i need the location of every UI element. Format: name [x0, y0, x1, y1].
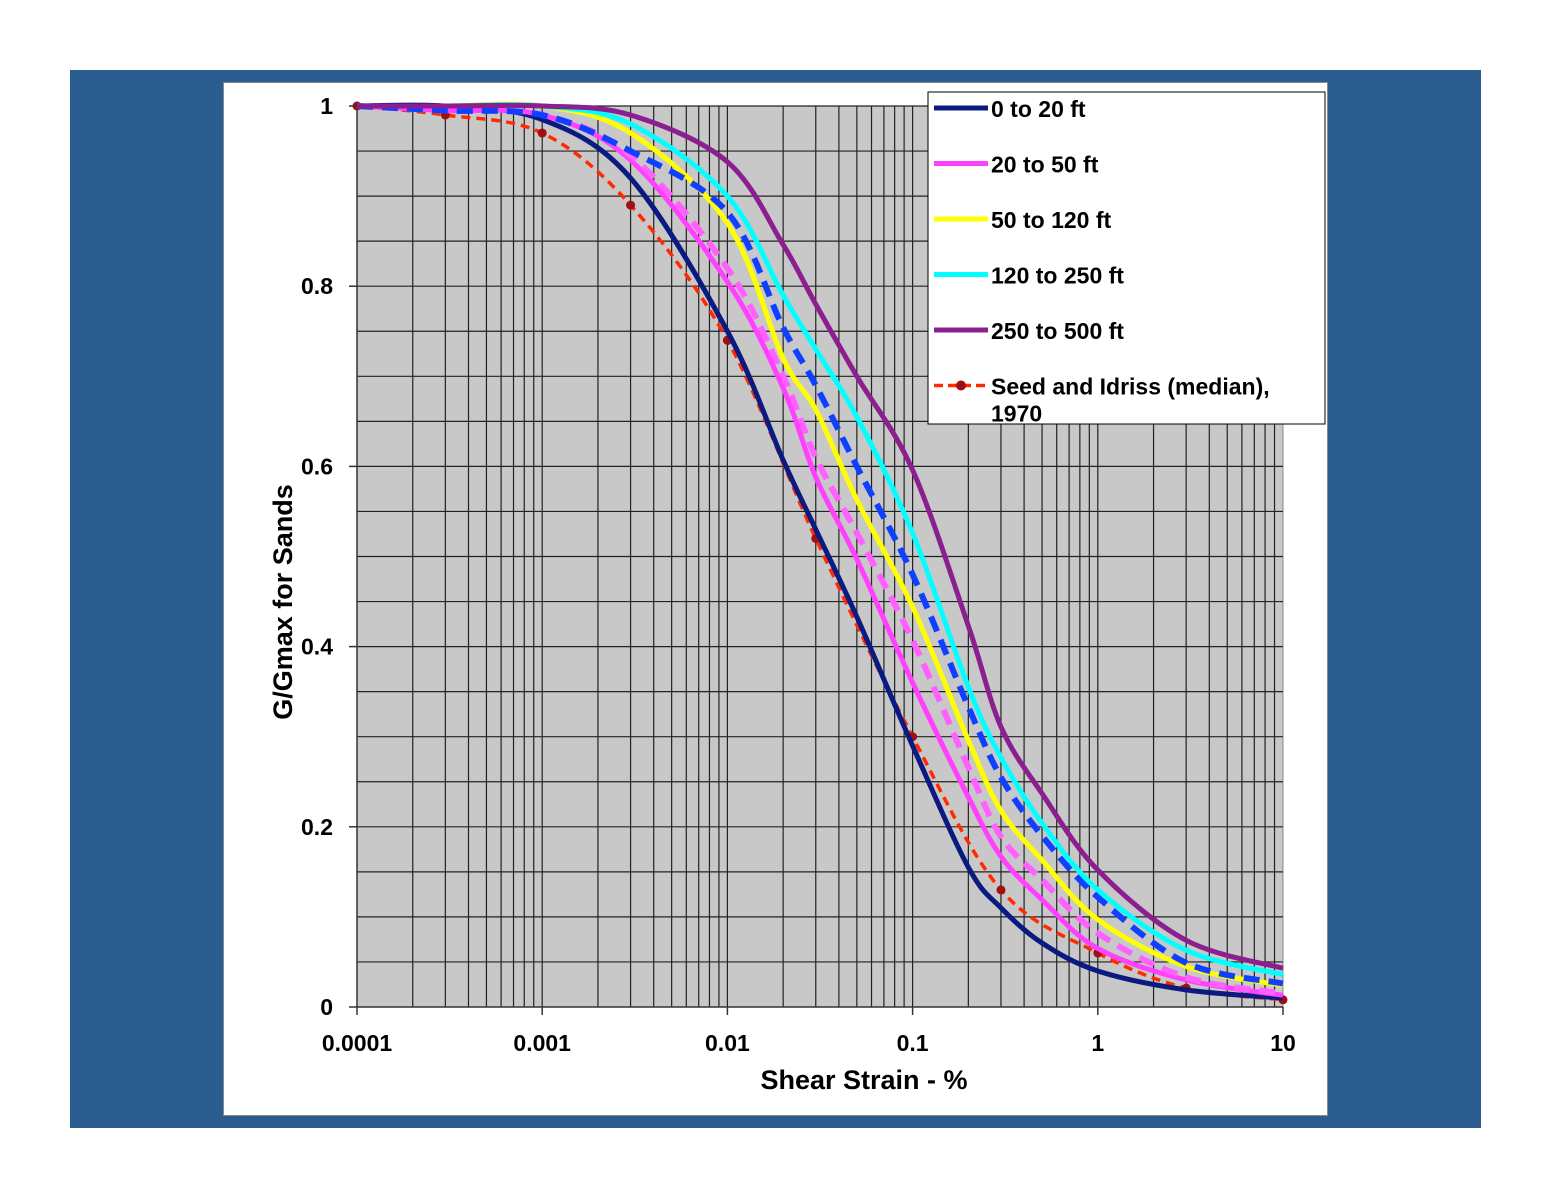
legend-label: 120 to 250 ft	[991, 263, 1124, 289]
y-tick-label: 0.4	[301, 634, 333, 660]
legend-label: Seed and Idriss (median), 1970	[991, 374, 1270, 427]
legend-label: 250 to 500 ft	[991, 318, 1124, 344]
x-axis-label: Shear Strain - %	[760, 1065, 967, 1095]
y-tick-label: 0.8	[301, 273, 333, 299]
series-line-6	[357, 102, 1284, 971]
data-point-marker	[996, 885, 1006, 895]
series-layer	[352, 101, 1288, 1005]
legend-marker	[956, 380, 966, 391]
y-tick-label: 0.2	[301, 814, 333, 840]
legend-box	[927, 91, 1326, 425]
data-point-marker	[626, 200, 636, 210]
x-tick-labels: 0.0001 0.001 0.01 0.1 1 10	[322, 1007, 1296, 1056]
series-line-3	[357, 101, 1284, 988]
legend: 0 to 20 ft 20 to 50 ft 50 to 120 ft 120 to …	[927, 91, 1326, 427]
x-tick-label: 0.01	[705, 1030, 750, 1056]
legend-label: 50 to 120 ft	[991, 207, 1111, 233]
x-tick-label: 0.1	[897, 1030, 929, 1056]
x-tick-label: 10	[1270, 1030, 1296, 1056]
series-line-4	[356, 103, 1284, 987]
y-axis-label: G/Gmax for Sands	[268, 484, 298, 720]
legend-label: 20 to 50 ft	[991, 152, 1099, 178]
y-tick-label: 0.6	[301, 453, 333, 479]
x-tick-label: 0.001	[513, 1030, 571, 1056]
y-tick-label: 0	[320, 994, 333, 1020]
y-tick-label: 1	[320, 93, 333, 119]
series-line-1	[356, 103, 1284, 998]
x-tick-label: 0.0001	[322, 1030, 393, 1056]
y-tick-labels: 0 0.2 0.4 0.6 0.8 1	[301, 93, 357, 1020]
series-line-2	[356, 103, 1284, 997]
x-tick-label: 1	[1091, 1030, 1104, 1056]
series-line-0	[356, 102, 1284, 1001]
data-point-marker	[537, 128, 547, 138]
legend-label: 0 to 20 ft	[991, 96, 1086, 122]
